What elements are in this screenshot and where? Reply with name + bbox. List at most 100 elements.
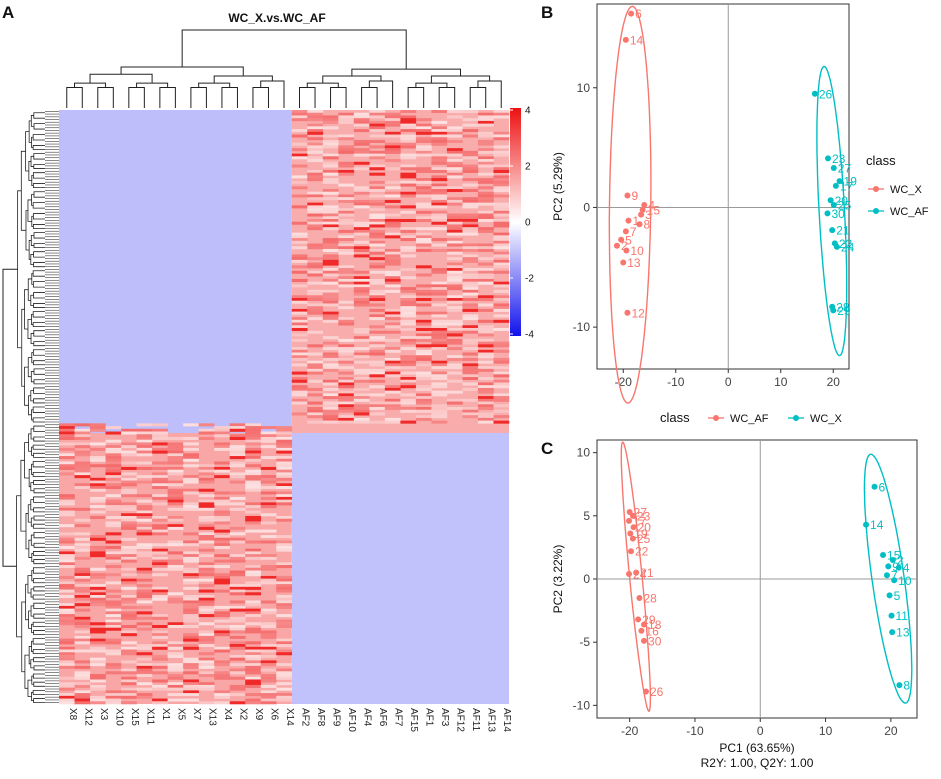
dendro-root: [2, 268, 18, 567]
heat-cell: [446, 134, 463, 138]
heat-cell: [229, 496, 246, 500]
heat-cell: [245, 469, 262, 473]
dendro-branch: [430, 75, 491, 84]
heat-cell: [167, 483, 184, 487]
heat-cell: [152, 630, 168, 634]
point-label: 30: [831, 207, 845, 221]
heat-cell: [415, 216, 432, 220]
heat-cell: [493, 221, 510, 225]
heat-cell: [307, 360, 324, 364]
heat-cell: [493, 259, 510, 263]
heat-cell: [260, 477, 277, 481]
heat-cell: [462, 287, 479, 291]
heat-cell: [415, 396, 432, 400]
heat-cell: [229, 608, 246, 612]
heat-cell: [291, 257, 308, 261]
heat-cell: [260, 431, 277, 435]
heat-cell: [276, 644, 293, 648]
heat-cell: [105, 573, 122, 577]
heat-cell: [446, 126, 463, 130]
heat-cell: [384, 180, 401, 184]
heat-cell: [462, 227, 479, 231]
heat-cell: [477, 273, 494, 277]
heat-cell: [59, 663, 75, 667]
heat-cell: [276, 614, 293, 618]
heat-cell: [384, 407, 401, 411]
heat-cell: [307, 126, 324, 130]
heat-cell: [121, 551, 137, 555]
heat-cell: [59, 575, 75, 579]
y-axis-label: PC2 (5.29%): [551, 152, 565, 221]
heat-cell: [183, 586, 199, 590]
heat-cell: [152, 543, 168, 547]
heat-cell: [462, 216, 479, 220]
heat-cell: [493, 382, 510, 386]
heat-cell: [245, 693, 262, 697]
point-label: 28: [643, 591, 657, 605]
heat-cell: [90, 456, 106, 460]
heat-cell: [260, 466, 277, 470]
heat-cell: [493, 270, 510, 274]
heat-cell: [322, 224, 339, 228]
panel-label-b: B: [541, 3, 553, 22]
heat-cell: [59, 589, 75, 593]
heat-cell: [493, 134, 510, 138]
heat-cell: [338, 371, 355, 375]
heat-cell: [338, 164, 355, 168]
heat-cell: [136, 551, 153, 555]
heat-cell: [415, 240, 432, 244]
confidence-ellipse: [620, 441, 652, 713]
heat-cell: [493, 371, 510, 375]
heat-cell: [307, 218, 324, 223]
heat-cell: [136, 466, 153, 470]
heat-cell: [400, 172, 417, 176]
dendro-branch: [33, 657, 45, 663]
sample-label: X9: [253, 708, 264, 721]
heat-cell: [462, 387, 479, 391]
heat-cell: [307, 246, 324, 250]
heat-cell: [462, 317, 479, 321]
heat-cell: [322, 172, 339, 176]
heat-cell: [338, 352, 355, 356]
heat-cell: [291, 134, 308, 138]
heat-cell: [477, 194, 494, 198]
heat-cell: [446, 268, 463, 272]
heat-cell: [400, 306, 417, 310]
heat-cell: [415, 385, 432, 389]
heat-cell: [462, 308, 479, 312]
heat-cell: [322, 412, 339, 416]
heat-cell: [260, 434, 277, 438]
heat-cell: [400, 303, 417, 307]
heat-cell: [307, 172, 324, 176]
heat-cell: [477, 150, 494, 154]
heat-cell: [260, 581, 277, 585]
heat-cell: [353, 232, 370, 236]
heat-cell: [446, 161, 463, 165]
heat-cell: [493, 153, 510, 157]
heat-cell: [183, 573, 199, 577]
heat-cell: [291, 349, 308, 353]
heat-cell: [307, 289, 324, 293]
heat-cell: [152, 657, 168, 661]
heat-cell: [431, 199, 448, 203]
heat-cell: [322, 415, 339, 419]
heat-cell: [291, 319, 308, 323]
heat-cell: [105, 556, 122, 560]
heat-cell: [493, 202, 510, 206]
heat-cell: [167, 687, 184, 691]
heat-cell: [384, 270, 401, 274]
point-label: 9: [631, 189, 638, 203]
heat-cell: [214, 671, 230, 675]
heat-cell: [477, 398, 494, 402]
heat-cell: [415, 352, 432, 356]
heat-cell: [74, 518, 91, 522]
heat-cell: [338, 238, 355, 242]
heat-cell: [338, 235, 355, 239]
heat-cell: [307, 308, 324, 312]
heat-cell: [307, 281, 324, 285]
heat-cell: [400, 420, 417, 424]
heat-cell: [136, 428, 153, 432]
heat-cell: [477, 352, 494, 356]
heat-cell: [493, 213, 510, 217]
heat-cell: [291, 164, 308, 168]
